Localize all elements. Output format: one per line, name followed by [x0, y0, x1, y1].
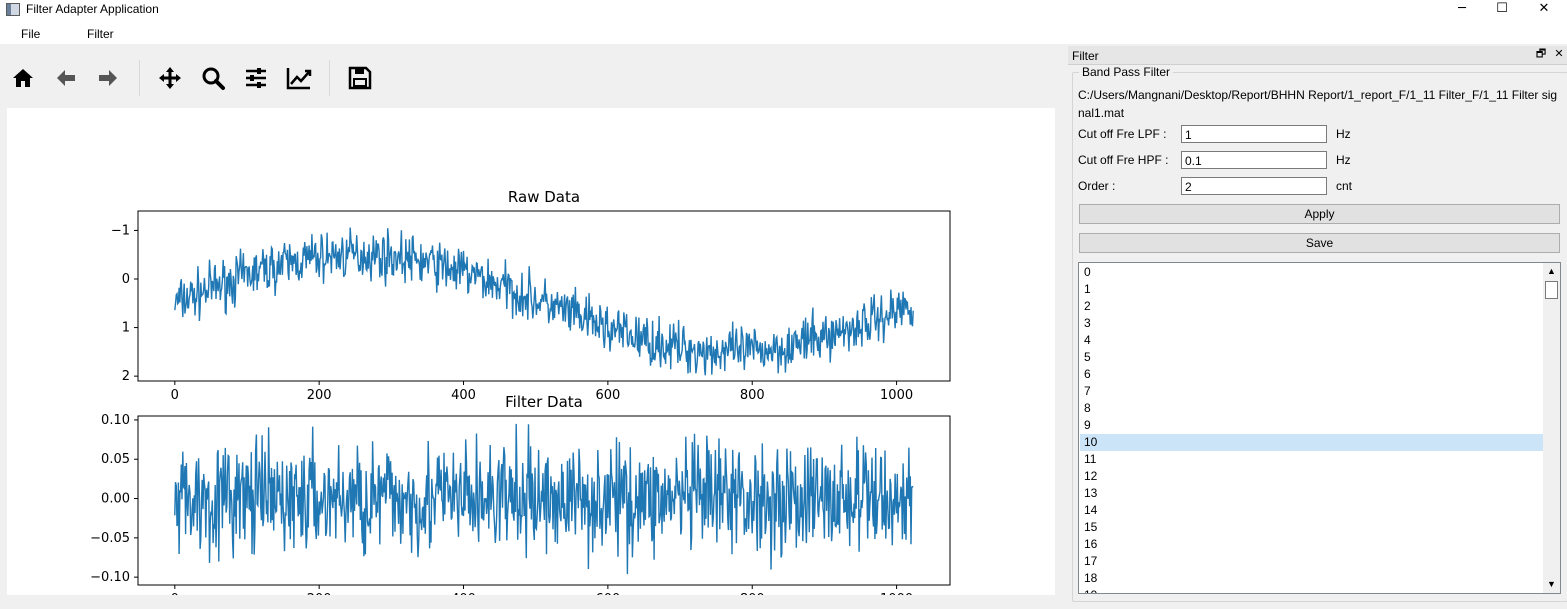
- list-item[interactable]: 2: [1084, 299, 1091, 313]
- axes-frame: [137, 210, 951, 382]
- title-bar: Filter Adapter Application ─ ☐ ✕: [0, 0, 1567, 22]
- list-item[interactable]: 15: [1084, 520, 1098, 534]
- series-line: [174, 227, 914, 376]
- back-arrow-icon[interactable]: [52, 64, 80, 92]
- scroll-thumb[interactable]: [1545, 281, 1558, 299]
- list-item[interactable]: 3: [1084, 316, 1091, 330]
- home-icon[interactable]: [9, 64, 37, 92]
- x-tick-label: 1000: [880, 388, 913, 403]
- filter-dock: Filter 🗗 ✕ Band Pass Filter C:/Users/Man…: [1068, 46, 1567, 609]
- toolbar-separator: [139, 60, 140, 96]
- list-item[interactable]: 17: [1084, 554, 1098, 568]
- sample-list[interactable]: 012345678910111213141516171819 ▲ ▼: [1078, 262, 1561, 594]
- list-item[interactable]: 4: [1084, 333, 1091, 347]
- toolbar-separator: [329, 60, 330, 96]
- hpf-input[interactable]: 0.1: [1181, 151, 1327, 169]
- apply-button[interactable]: Apply: [1079, 204, 1560, 224]
- lpf-unit: Hz: [1336, 127, 1351, 141]
- list-scrollbar[interactable]: ▲ ▼: [1543, 263, 1560, 593]
- list-item[interactable]: 5: [1084, 350, 1091, 364]
- hpf-unit: Hz: [1336, 153, 1351, 167]
- axes-frame: [137, 415, 951, 586]
- y-tick-label: −1: [111, 223, 130, 238]
- x-tick-label: 600: [595, 388, 620, 403]
- lpf-input[interactable]: 1: [1181, 125, 1327, 143]
- chart-title: Raw Data: [508, 188, 580, 206]
- x-tick-label: 400: [451, 388, 476, 403]
- menu-bar: File Filter: [0, 22, 1567, 44]
- list-item[interactable]: 6: [1084, 367, 1091, 381]
- dock-title: Filter: [1072, 49, 1099, 63]
- list-item[interactable]: 12: [1084, 469, 1098, 483]
- order-label: Order :: [1078, 179, 1116, 193]
- close-button[interactable]: ✕: [1538, 1, 1550, 16]
- y-tick-label: −0.05: [90, 531, 130, 546]
- configure-subplots-icon[interactable]: [242, 64, 270, 92]
- y-tick-label: 0: [122, 272, 130, 287]
- edit-axis-icon[interactable]: [285, 64, 313, 92]
- list-item[interactable]: 10: [1080, 434, 1547, 451]
- x-tick-label: 800: [740, 388, 765, 403]
- list-item[interactable]: 18: [1084, 571, 1098, 585]
- group-title: Band Pass Filter: [1079, 65, 1174, 79]
- menu-filter[interactable]: Filter: [87, 27, 114, 41]
- list-item[interactable]: 19: [1080, 587, 1547, 593]
- scroll-down-icon[interactable]: ▼: [1547, 579, 1556, 589]
- x-tick-label: 600: [595, 592, 620, 595]
- x-tick-label: 1000: [880, 592, 913, 595]
- window-title: Filter Adapter Application: [26, 2, 159, 16]
- menu-file[interactable]: File: [21, 27, 41, 41]
- x-tick-label: 200: [307, 592, 332, 595]
- x-tick-label: 800: [740, 592, 765, 595]
- plot-area: Raw Data 0 200 400 600 800 1000 −1 0 1 2 Filter Dat…: [0, 44, 1062, 609]
- minimize-button[interactable]: ─: [1458, 1, 1466, 16]
- list-item[interactable]: 7: [1084, 384, 1091, 398]
- chart-title: Filter Data: [505, 393, 583, 411]
- list-item[interactable]: 11: [1084, 452, 1097, 466]
- y-tick-label: 1: [122, 321, 130, 336]
- pan-icon[interactable]: [156, 64, 184, 92]
- save-figure-icon[interactable]: [346, 64, 374, 92]
- list-item[interactable]: 1: [1084, 282, 1091, 296]
- list-item[interactable]: 13: [1084, 486, 1098, 500]
- y-tick-label: −0.10: [90, 570, 130, 585]
- dock-title-bar: Filter 🗗 ✕: [1068, 46, 1567, 65]
- hpf-label: Cut off Fre HPF :: [1078, 153, 1169, 167]
- save-button[interactable]: Save: [1079, 233, 1560, 253]
- list-item[interactable]: 9: [1084, 418, 1091, 432]
- y-tick-label: 0.05: [101, 452, 130, 467]
- navigation-toolbar: [0, 44, 1062, 106]
- list-item[interactable]: 16: [1084, 537, 1098, 551]
- order-unit: cnt: [1336, 179, 1353, 193]
- zoom-icon[interactable]: [199, 64, 227, 92]
- list-item[interactable]: 14: [1084, 503, 1098, 517]
- list-item[interactable]: 8: [1084, 401, 1091, 415]
- maximize-button[interactable]: ☐: [1496, 1, 1508, 16]
- dock-float-icon[interactable]: 🗗: [1535, 48, 1547, 60]
- x-tick-label: 400: [451, 592, 476, 595]
- y-tick-label: 0.00: [101, 492, 130, 507]
- band-pass-group: Band Pass Filter: [1072, 65, 1567, 602]
- x-tick-label: 0: [171, 592, 179, 595]
- order-input[interactable]: 2: [1181, 177, 1327, 195]
- y-tick-label: 0.10: [101, 413, 130, 428]
- dock-close-icon[interactable]: ✕: [1554, 48, 1564, 60]
- list-item[interactable]: 0: [1084, 265, 1091, 279]
- x-tick-label: 0: [171, 388, 179, 403]
- app-icon: [6, 3, 20, 16]
- figure-canvas[interactable]: Raw Data 0 200 400 600 800 1000 −1 0 1 2 Filter Dat…: [7, 108, 1055, 595]
- file-path-label: C:/Users/Mangnani/Desktop/Report/BHHN Re…: [1078, 88, 1558, 120]
- x-tick-label: 200: [307, 388, 332, 403]
- scroll-up-icon[interactable]: ▲: [1547, 266, 1556, 276]
- figure-svg: Raw Data 0 200 400 600 800 1000 −1 0 1 2 Filter Dat…: [90, 188, 951, 595]
- y-tick-label: 2: [122, 369, 130, 384]
- forward-arrow-icon[interactable]: [94, 64, 122, 92]
- series-line: [174, 423, 914, 575]
- lpf-label: Cut off Fre LPF :: [1078, 127, 1167, 141]
